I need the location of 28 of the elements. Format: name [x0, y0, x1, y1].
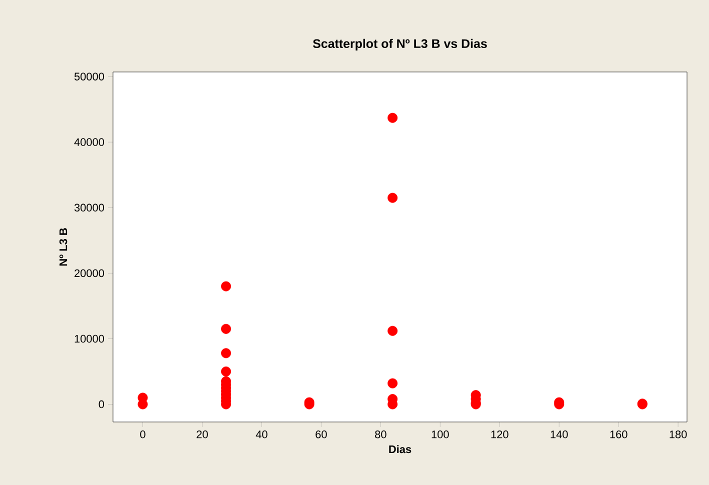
x-tick-label: 40 — [256, 430, 268, 438]
y-axis-title: Nº L3 B — [59, 228, 68, 266]
point — [221, 348, 232, 358]
y-tick-label: 40000 — [74, 138, 104, 146]
y-tick-label: 0 — [98, 400, 104, 408]
point — [388, 378, 398, 388]
x-tick-label: 0 — [140, 430, 146, 438]
x-tick-label: 60 — [316, 430, 327, 438]
x-tick-label: 120 — [491, 430, 508, 438]
point — [221, 281, 232, 292]
x-tick-label: 20 — [196, 430, 208, 438]
point — [221, 366, 232, 377]
x-tick-label: 80 — [375, 430, 386, 438]
x-axis-title: Dias — [389, 445, 412, 454]
point — [138, 392, 148, 403]
point — [388, 112, 398, 123]
y-tick-label: 20000 — [74, 269, 104, 278]
point — [388, 192, 398, 203]
y-tick-label: 30000 — [74, 204, 104, 212]
x-tick-label: 180 — [670, 430, 687, 438]
y-tick-label: 50000 — [74, 72, 104, 80]
x-tick-label: 160 — [610, 430, 628, 438]
chart-title: Scatterplot of Nº L3 B vs Dias — [312, 38, 487, 50]
point — [221, 324, 232, 334]
x-tick-label: 140 — [550, 430, 568, 438]
x-tick-label: 100 — [432, 430, 449, 438]
point — [388, 326, 398, 336]
y-tick-label: 10000 — [74, 334, 104, 343]
